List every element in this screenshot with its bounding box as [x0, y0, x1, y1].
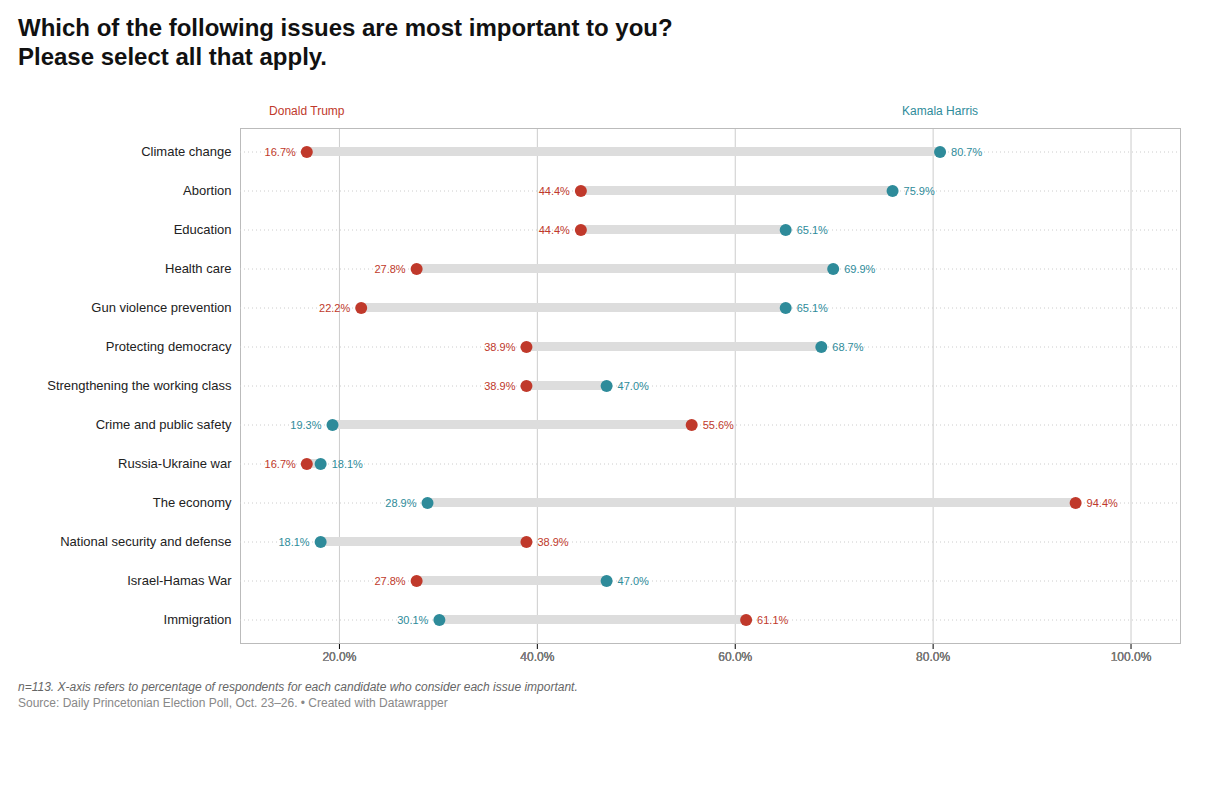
svg-text:38.9%: 38.9% — [484, 379, 515, 391]
svg-text:65.1%: 65.1% — [797, 223, 828, 235]
svg-text:Abortion: Abortion — [183, 183, 231, 198]
svg-text:27.8%: 27.8% — [374, 262, 405, 274]
svg-text:Donald Trump: Donald Trump — [269, 104, 345, 118]
svg-text:80.0%: 80.0% — [916, 650, 950, 664]
svg-text:Strengthening the working clas: Strengthening the working class — [47, 378, 232, 393]
svg-text:Israel-Hamas War: Israel-Hamas War — [127, 573, 232, 588]
svg-text:National security and defense: National security and defense — [60, 534, 231, 549]
svg-text:94.4%: 94.4% — [1087, 496, 1118, 508]
svg-text:44.4%: 44.4% — [539, 184, 570, 196]
svg-text:27.8%: 27.8% — [374, 574, 405, 586]
svg-text:Health care: Health care — [165, 261, 231, 276]
svg-text:18.1%: 18.1% — [332, 457, 363, 469]
svg-text:16.7%: 16.7% — [265, 457, 296, 469]
svg-text:16.7%: 16.7% — [265, 145, 296, 157]
svg-text:Kamala Harris: Kamala Harris — [902, 104, 978, 118]
svg-text:69.9%: 69.9% — [844, 262, 875, 274]
svg-text:80.0%: 80.0% — [916, 650, 950, 664]
svg-text:Immigration: Immigration — [164, 612, 232, 627]
svg-text:65.1%: 65.1% — [797, 301, 828, 313]
svg-text:Education: Education — [174, 222, 232, 237]
svg-text:47.0%: 47.0% — [618, 379, 649, 391]
html-text:n=113. X-axis refers to percen: n=113. X-axis refers to percentage of re… — [18, 679, 578, 694]
html-text:Source: Daily Princetonian Ele: Source: Daily Princetonian Election Poll… — [18, 695, 448, 710]
svg-text:Protecting democracy: Protecting democracy — [106, 339, 232, 354]
svg-text:22.2%: 22.2% — [319, 301, 350, 313]
svg-text:Climate change: Climate change — [141, 144, 231, 159]
svg-text:40.0%: 40.0% — [520, 650, 554, 664]
svg-text:60.0%: 60.0% — [718, 650, 752, 664]
svg-text:Crime and public safety: Crime and public safety — [96, 417, 232, 432]
svg-text:61.1%: 61.1% — [757, 613, 788, 625]
svg-text:20.0%: 20.0% — [322, 650, 356, 664]
svg-text:18.1%: 18.1% — [278, 535, 309, 547]
svg-text:80.7%: 80.7% — [951, 145, 982, 157]
svg-text:100.0%: 100.0% — [1111, 650, 1152, 664]
svg-text:The economy: The economy — [153, 495, 232, 510]
svg-text:20.0%: 20.0% — [322, 650, 356, 664]
svg-text:44.4%: 44.4% — [539, 223, 570, 235]
svg-text:30.1%: 30.1% — [397, 613, 428, 625]
svg-text:Russia-Ukraine war: Russia-Ukraine war — [118, 456, 232, 471]
svg-text:38.9%: 38.9% — [537, 535, 568, 547]
svg-text:40.0%: 40.0% — [520, 650, 554, 664]
svg-text:68.7%: 68.7% — [832, 340, 863, 352]
html-text:Which of the following issues: Which of the following issues are most i… — [18, 14, 673, 41]
svg-text:28.9%: 28.9% — [385, 496, 416, 508]
svg-text:19.3%: 19.3% — [290, 418, 321, 430]
svg-text:75.9%: 75.9% — [904, 184, 935, 196]
svg-text:60.0%: 60.0% — [718, 650, 752, 664]
svg-text:100.0%: 100.0% — [1111, 650, 1152, 664]
html-text:Please select all that apply.: Please select all that apply. — [18, 42, 327, 70]
svg-text:47.0%: 47.0% — [618, 574, 649, 586]
svg-text:Gun violence prevention: Gun violence prevention — [91, 300, 231, 315]
svg-text:38.9%: 38.9% — [484, 340, 515, 352]
svg-text:55.6%: 55.6% — [703, 418, 734, 430]
